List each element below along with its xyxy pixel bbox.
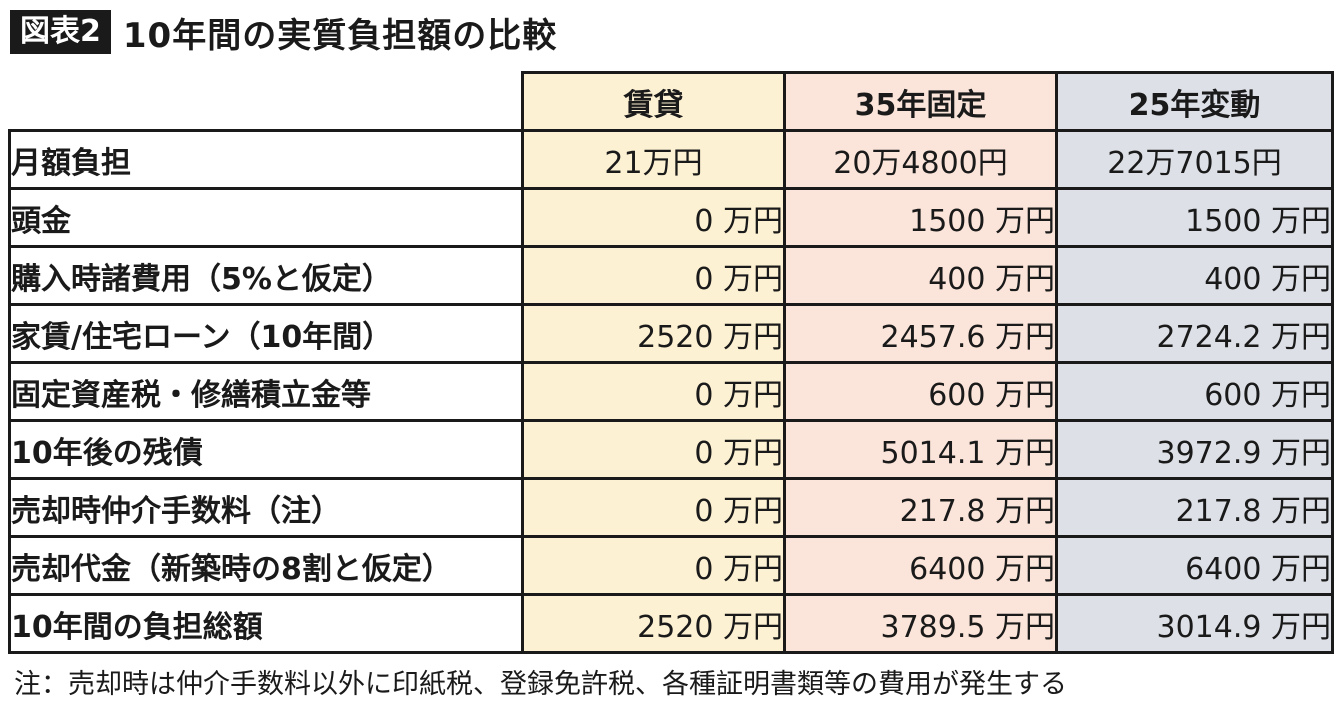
figure-header: 図表2 10年間の実質負担額の比較 — [10, 8, 557, 56]
table-row: 10年後の残債 0 万円 5014.1 万円 3972.9 万円 — [8, 419, 1334, 480]
table-row: 購入時諸費用（5%と仮定） 0 万円 400 万円 400 万円 — [8, 245, 1334, 306]
row-label: 売却時仲介手数料（注） — [8, 477, 524, 538]
table-row: 固定資産税・修繕積立金等 0 万円 600 万円 600 万円 — [8, 361, 1334, 422]
table-row: 月額負担 21万円 20万4800円 22万7015円 — [8, 129, 1334, 190]
cell-rent: 0 万円 — [521, 419, 786, 480]
cell-variable: 3014.9 万円 — [1055, 593, 1334, 654]
cell-variable: 3972.9 万円 — [1055, 419, 1334, 480]
cell-fixed: 400 万円 — [783, 245, 1058, 306]
row-label: 家賃/住宅ローン（10年間） — [8, 303, 524, 364]
row-label: 10年後の残債 — [8, 419, 524, 480]
column-header-rent: 賃貸 — [521, 71, 786, 132]
row-label: 売却代金（新築時の8割と仮定） — [8, 535, 524, 596]
comparison-table: 賃貸 35年固定 25年変動 月額負担 21万円 20万4800円 22万701… — [8, 71, 1334, 654]
figure-title: 10年間の実質負担額の比較 — [122, 15, 558, 56]
column-header-fixed: 35年固定 — [783, 71, 1058, 132]
cell-rent: 0 万円 — [521, 535, 786, 596]
cell-variable: 400 万円 — [1055, 245, 1334, 306]
cell-fixed: 217.8 万円 — [783, 477, 1058, 538]
cell-variable: 2724.2 万円 — [1055, 303, 1334, 364]
table-row: 頭金 0 万円 1500 万円 1500 万円 — [8, 187, 1334, 248]
row-label: 10年間の負担総額 — [8, 593, 524, 654]
cell-rent: 2520 万円 — [521, 593, 786, 654]
cell-fixed: 1500 万円 — [783, 187, 1058, 248]
cell-variable: 6400 万円 — [1055, 535, 1334, 596]
cell-rent: 21万円 — [521, 129, 786, 190]
table-row: 家賃/住宅ローン（10年間） 2520 万円 2457.6 万円 2724.2 … — [8, 303, 1334, 364]
cell-fixed: 2457.6 万円 — [783, 303, 1058, 364]
cell-variable: 217.8 万円 — [1055, 477, 1334, 538]
table-row-total: 10年間の負担総額 2520 万円 3789.5 万円 3014.9 万円 — [8, 593, 1334, 654]
footnote: 注：売却時は仲介手数料以外に印紙税、登録免許税、各種証明書類等の費用が発生する — [14, 669, 1067, 700]
cell-fixed: 5014.1 万円 — [783, 419, 1058, 480]
row-label: 購入時諸費用（5%と仮定） — [8, 245, 524, 306]
header-row: 賃貸 35年固定 25年変動 — [9, 71, 1334, 132]
row-label: 頭金 — [8, 187, 524, 248]
cell-variable: 600 万円 — [1055, 361, 1334, 422]
row-label: 月額負担 — [8, 129, 524, 190]
cell-rent: 0 万円 — [521, 361, 786, 422]
cell-rent: 0 万円 — [521, 477, 786, 538]
cell-rent: 0 万円 — [521, 245, 786, 306]
figure-badge: 図表2 — [10, 10, 111, 54]
corner-cell — [9, 72, 523, 131]
cell-rent: 2520 万円 — [521, 303, 786, 364]
table-row: 売却時仲介手数料（注） 0 万円 217.8 万円 217.8 万円 — [8, 477, 1334, 538]
cell-fixed: 600 万円 — [783, 361, 1058, 422]
row-label: 固定資産税・修繕積立金等 — [8, 361, 524, 422]
cell-fixed: 6400 万円 — [783, 535, 1058, 596]
column-header-variable: 25年変動 — [1055, 71, 1334, 132]
cell-variable: 1500 万円 — [1055, 187, 1334, 248]
table-row: 売却代金（新築時の8割と仮定） 0 万円 6400 万円 6400 万円 — [8, 535, 1334, 596]
cell-rent: 0 万円 — [521, 187, 786, 248]
cell-fixed: 20万4800円 — [783, 129, 1058, 190]
cell-fixed: 3789.5 万円 — [783, 593, 1058, 654]
cell-variable: 22万7015円 — [1055, 129, 1334, 190]
